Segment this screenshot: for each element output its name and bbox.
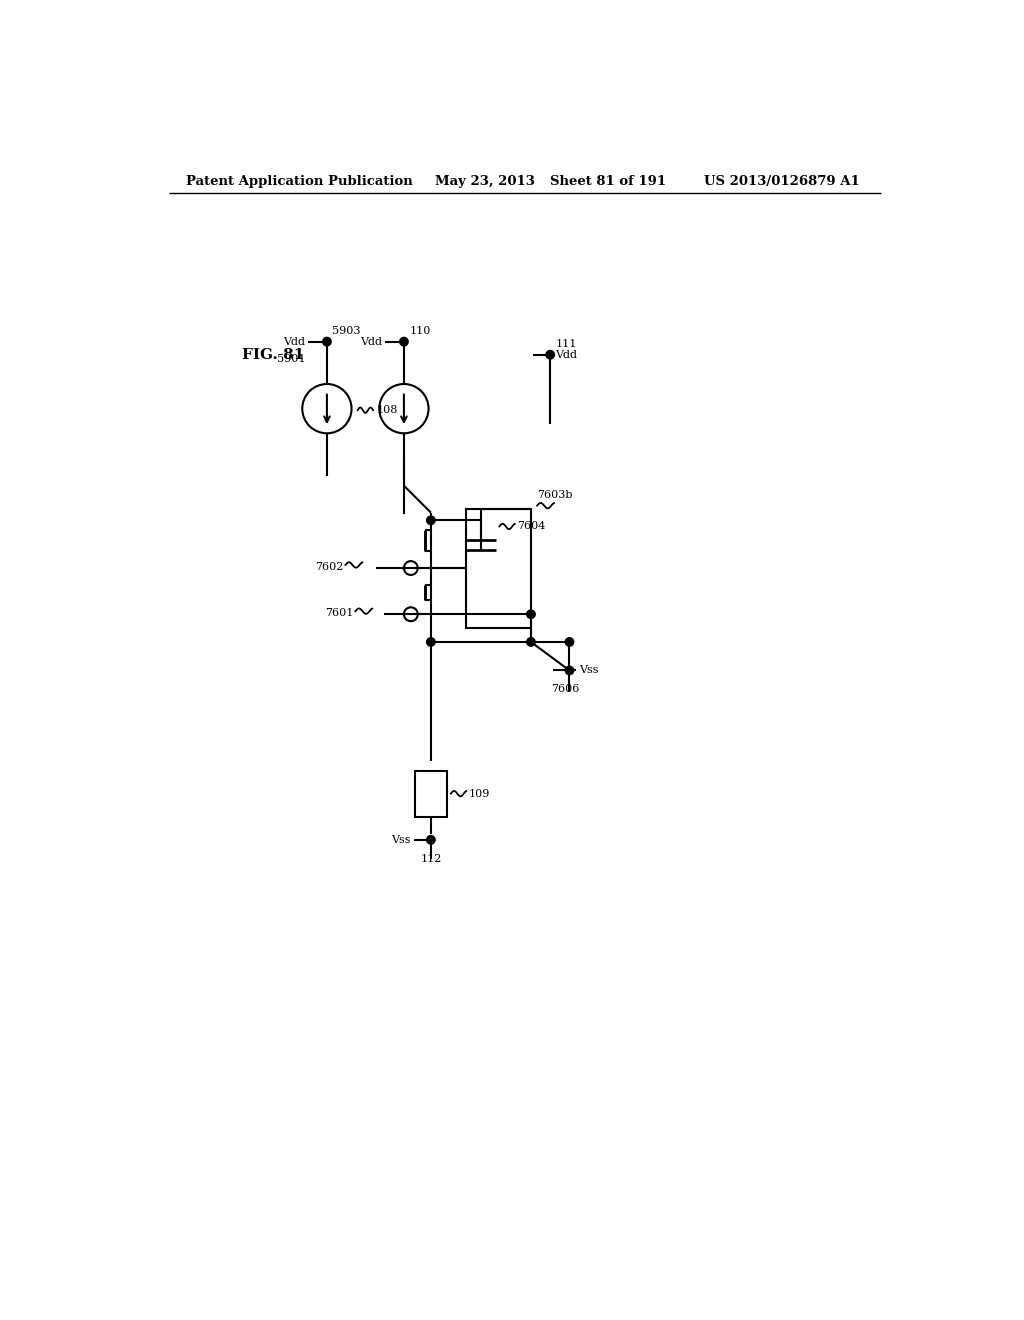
Text: 5903: 5903 xyxy=(333,326,360,337)
Text: May 23, 2013: May 23, 2013 xyxy=(435,176,535,189)
Text: 112: 112 xyxy=(420,854,441,863)
Text: 5901: 5901 xyxy=(276,354,305,363)
Circle shape xyxy=(546,351,554,359)
Text: Sheet 81 of 191: Sheet 81 of 191 xyxy=(550,176,667,189)
Text: 110: 110 xyxy=(410,326,431,337)
Text: Vss: Vss xyxy=(391,834,411,845)
Text: 7603b: 7603b xyxy=(538,490,572,499)
Text: Vdd: Vdd xyxy=(360,337,382,347)
Text: US 2013/0126879 A1: US 2013/0126879 A1 xyxy=(705,176,860,189)
Text: 7601: 7601 xyxy=(325,607,353,618)
Text: 109: 109 xyxy=(469,788,489,799)
Text: 7602: 7602 xyxy=(314,561,343,572)
Text: 111: 111 xyxy=(556,339,577,350)
Text: 108: 108 xyxy=(377,405,398,416)
Text: Patent Application Publication: Patent Application Publication xyxy=(186,176,413,189)
Bar xyxy=(415,771,447,817)
Text: Vss: Vss xyxy=(579,665,598,676)
Text: 7604: 7604 xyxy=(517,521,546,532)
Circle shape xyxy=(323,338,331,346)
Circle shape xyxy=(427,516,435,524)
Circle shape xyxy=(526,638,536,647)
Text: Vdd: Vdd xyxy=(284,337,305,347)
Circle shape xyxy=(526,610,536,619)
Circle shape xyxy=(427,638,435,647)
Text: 7606: 7606 xyxy=(551,684,580,694)
Text: FIG. 81: FIG. 81 xyxy=(243,348,304,363)
Circle shape xyxy=(399,338,409,346)
Bar xyxy=(466,508,531,628)
Text: Vdd: Vdd xyxy=(556,350,578,360)
Circle shape xyxy=(565,667,573,675)
Circle shape xyxy=(565,638,573,647)
Circle shape xyxy=(427,836,435,843)
